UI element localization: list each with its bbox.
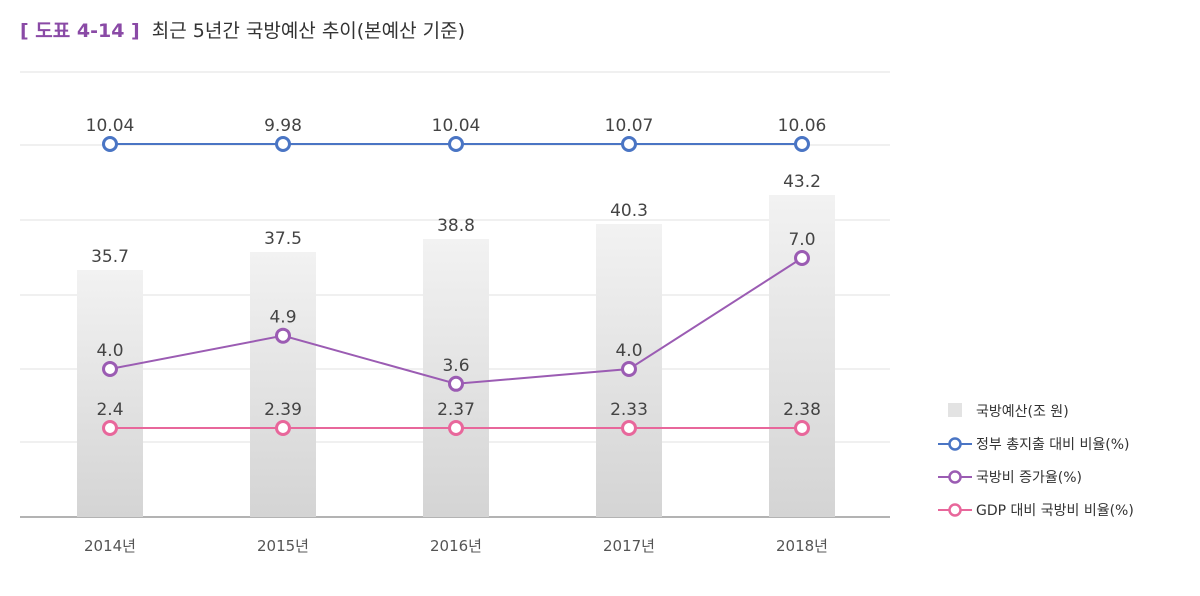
- series-0-label-1: 9.98: [264, 116, 302, 136]
- series-1-label-2: 3.6: [442, 356, 469, 376]
- series-0-label-2: 10.04: [432, 116, 481, 136]
- legend-marker-2: [948, 470, 962, 484]
- x-tick-label-1: 2015년: [257, 537, 309, 555]
- series-2-label-4: 2.38: [783, 400, 821, 420]
- x-tick-label-0: 2014년: [84, 537, 136, 555]
- bar-0: [77, 270, 143, 517]
- legend-label-1: 정부 총지출 대비 비율(%): [976, 437, 1130, 453]
- bar-label-2: 38.8: [437, 216, 475, 236]
- x-tick-label-3: 2017년: [603, 537, 655, 555]
- series-1-point-3: [621, 361, 637, 377]
- series-2-point-4: [794, 420, 810, 436]
- series-2-label-1: 2.39: [264, 400, 302, 420]
- bar-label-3: 40.3: [610, 201, 648, 221]
- series-1-label-1: 4.9: [269, 308, 296, 328]
- series-2-point-1: [275, 420, 291, 436]
- legend-label-3: GDP 대비 국방비 비율(%): [976, 503, 1134, 519]
- series-0-point-2: [448, 136, 464, 152]
- series-0-label-3: 10.07: [605, 116, 654, 136]
- series-0-point-0: [102, 136, 118, 152]
- chart-title: [ 도표 4-14 ] 최근 5년간 국방예산 추이(본예산 기준): [20, 16, 465, 43]
- figure-label: [ 도표 4-14 ]: [20, 20, 140, 42]
- legend-swatch-0: [948, 403, 962, 417]
- series-1-label-3: 4.0: [615, 341, 642, 361]
- series-1-label-0: 4.0: [96, 341, 123, 361]
- series-2-point-0: [102, 420, 118, 436]
- series-1-label-4: 7.0: [788, 230, 815, 250]
- bar-4: [769, 195, 835, 517]
- series-1-point-1: [275, 327, 291, 344]
- figure-title: 최근 5년간 국방예산 추이(본예산 기준): [151, 20, 466, 42]
- series-2-label-2: 2.37: [437, 400, 475, 420]
- series-2-label-3: 2.33: [610, 400, 648, 420]
- series-0-label-0: 10.04: [86, 116, 135, 136]
- legend-marker-1: [948, 437, 962, 451]
- series-2-point-2: [448, 420, 464, 436]
- series-1-point-0: [102, 361, 118, 377]
- series-2-label-0: 2.4: [96, 400, 123, 420]
- legend-label-2: 국방비 증가율(%): [976, 470, 1082, 486]
- bar-label-4: 43.2: [783, 172, 821, 192]
- bar-1: [250, 252, 316, 517]
- bar-label-1: 37.5: [264, 229, 302, 249]
- series-0-point-1: [275, 136, 291, 152]
- series-0-point-3: [621, 136, 637, 152]
- x-tick-label-2: 2016년: [430, 537, 482, 555]
- series-1-point-2: [448, 375, 464, 392]
- legend-marker-3: [948, 503, 962, 517]
- x-tick-label-4: 2018년: [776, 537, 828, 555]
- legend-label-0: 국방예산(조 원): [976, 404, 1069, 420]
- series-0-label-4: 10.06: [778, 116, 827, 136]
- bar-label-0: 35.7: [91, 247, 129, 267]
- series-0-point-4: [794, 136, 810, 152]
- series-2-point-3: [621, 420, 637, 436]
- series-1-point-4: [794, 250, 810, 266]
